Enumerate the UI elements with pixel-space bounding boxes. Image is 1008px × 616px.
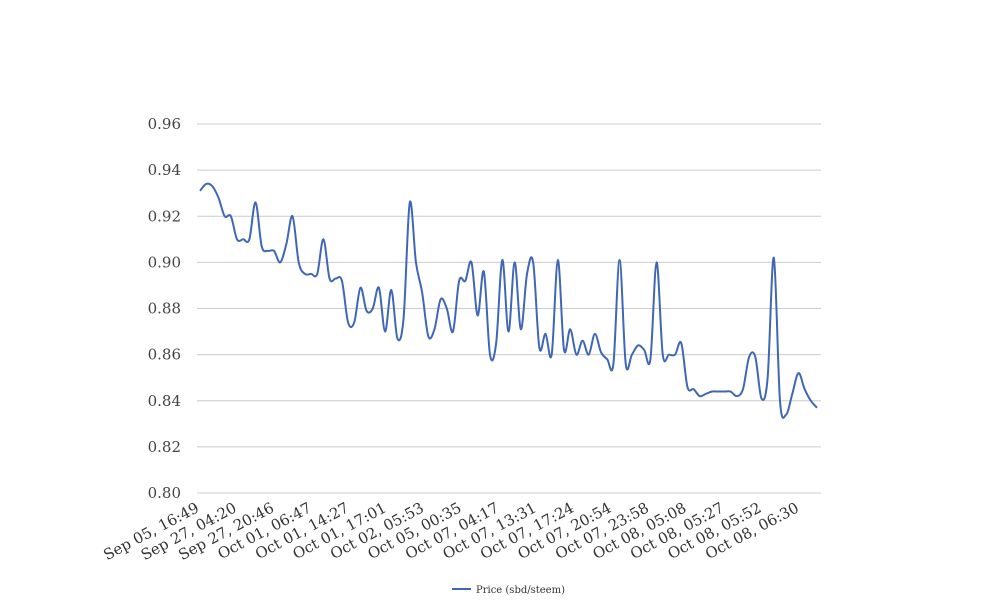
series-layer (199, 182, 818, 419)
series-line-price (199, 182, 818, 419)
gridlines (197, 123, 821, 494)
y-tick-label: 0.80 (148, 484, 181, 502)
y-tick-label: 0.90 (148, 253, 181, 271)
y-tick-label: 0.82 (148, 438, 181, 456)
y-tick-label: 0.92 (148, 207, 181, 225)
y-tick-label: 0.88 (148, 300, 181, 318)
y-axis-tick-labels: 0.80 0.82 0.84 0.86 0.88 0.90 0.92 0.94 0.96 (148, 115, 181, 502)
y-tick-label: 0.96 (148, 115, 181, 133)
legend: Price (sbd/steem) (452, 585, 565, 596)
y-tick-label: 0.84 (148, 392, 181, 410)
y-tick-label: 0.94 (148, 161, 181, 179)
legend-label-price: Price (sbd/steem) (476, 585, 565, 596)
y-tick-label: 0.86 (148, 346, 181, 364)
